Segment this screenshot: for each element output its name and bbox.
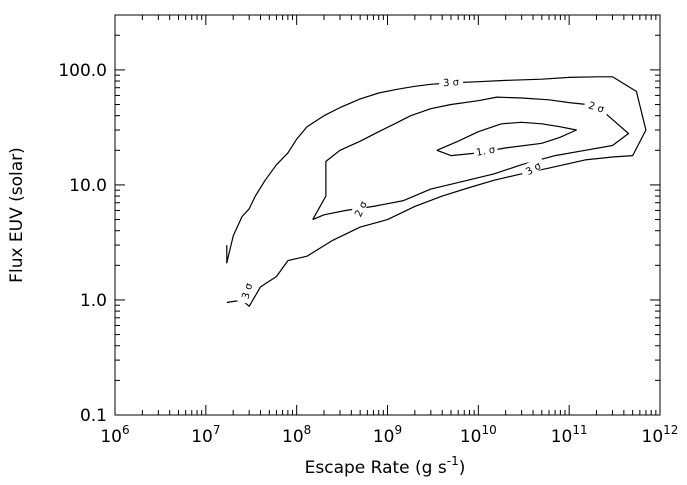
- x-axis-tick-labels: 106 107 108 109 1010 1011 1012: [100, 423, 678, 447]
- x-tick-label: 1010: [460, 423, 497, 447]
- x-tick-label-exponent: 7: [213, 423, 221, 437]
- contour-label-gap: [472, 141, 499, 158]
- x-axis-title: Escape Rate (g s-1): [305, 454, 466, 478]
- y-tick-label: 10.0: [69, 176, 107, 196]
- contour-label: 2 σ: [587, 100, 606, 116]
- x-tick-label: 106: [100, 423, 129, 447]
- contour-label-group: 3 σ: [236, 277, 256, 304]
- contour-label-gap: [583, 96, 611, 116]
- x-tick-label: 109: [373, 423, 402, 447]
- x-tick-label: 108: [282, 423, 311, 447]
- x-tick-label-base: 10: [460, 427, 482, 447]
- x-tick-label: 107: [191, 423, 220, 447]
- x-axis-title-main: Escape Rate (g s: [305, 458, 447, 478]
- x-tick-label-exponent: 11: [572, 423, 587, 437]
- x-tick-label-base: 10: [551, 427, 573, 447]
- x-axis-title-superscript: -1: [447, 454, 459, 468]
- plot-frame: [114, 14, 661, 416]
- contour-labels: 3 σ 2 σ 1. σ 3 σ 2 σ 3 σ: [236, 73, 611, 304]
- contour-label-group: 2 σ: [583, 96, 611, 116]
- contour-line-2: [312, 96, 630, 221]
- contour-label-group: 2 σ: [348, 194, 370, 222]
- contour-label-group: 3 σ: [438, 73, 464, 89]
- y-tick-label: 1.0: [80, 291, 107, 311]
- x-tick-label-base: 10: [373, 427, 395, 447]
- y-axis-tick-labels: 0.1 1.0 10.0 100.0: [58, 61, 107, 426]
- x-tick-label-exponent: 12: [663, 423, 678, 437]
- x-tick-label: 1012: [642, 423, 679, 447]
- contour-line-1: [226, 76, 647, 307]
- y-axis-ticks: [115, 14, 660, 416]
- y-tick-label: 100.0: [58, 61, 107, 81]
- contour-label-gap: [519, 156, 546, 179]
- x-tick-label-base: 10: [100, 427, 122, 447]
- y-tick-label: 0.1: [80, 406, 107, 426]
- x-tick-label-exponent: 9: [395, 423, 403, 437]
- contour-label-gap: [348, 194, 370, 222]
- x-tick-label-base: 10: [282, 427, 304, 447]
- plot-border: [114, 14, 661, 416]
- x-axis-ticks: [114, 15, 661, 415]
- contour-label-group: 1. σ: [472, 141, 499, 159]
- contour-label: 3 σ: [443, 77, 460, 89]
- contour-line-3: [436, 121, 578, 157]
- x-tick-label-base: 10: [642, 427, 664, 447]
- x-tick-label: 1011: [551, 423, 588, 447]
- x-tick-label-exponent: 8: [304, 423, 312, 437]
- contour-label: 1. σ: [475, 145, 496, 159]
- contour-lines: [226, 76, 647, 307]
- contour-label-gap: [438, 73, 464, 88]
- x-axis-title-suffix: ): [459, 458, 466, 478]
- x-tick-label-exponent: 10: [482, 423, 497, 437]
- contour-label: 3 σ: [241, 282, 256, 301]
- contour-label-group: 3 σ: [519, 156, 546, 179]
- x-tick-label-exponent: 6: [122, 423, 130, 437]
- x-tick-label-base: 10: [191, 427, 213, 447]
- y-axis-title: Flux EUV (solar): [7, 147, 27, 283]
